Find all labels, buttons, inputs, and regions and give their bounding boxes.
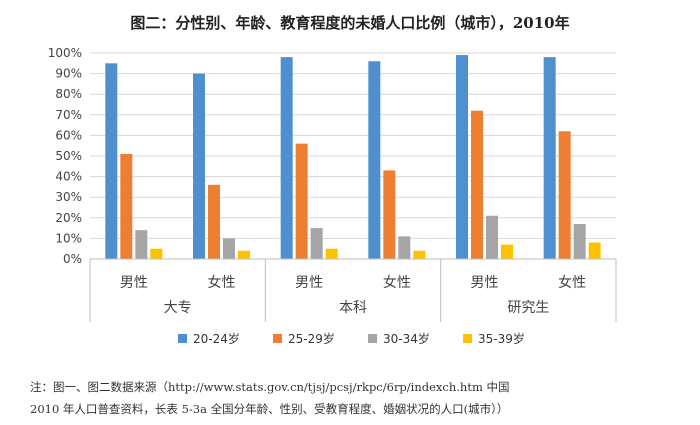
legend-swatch [273, 334, 282, 343]
y-tick-label: 80% [55, 87, 82, 101]
category-label: 女性 [208, 274, 236, 291]
category-label: 男性 [120, 275, 148, 291]
bar-30-34岁-1 [223, 238, 235, 259]
bar-30-34岁-0 [135, 230, 148, 259]
bar-25-29岁-1 [208, 184, 220, 259]
source-note: 注：图一、图二数据来源（http://www.stats.gov.cn/tjsj… [30, 380, 510, 416]
bar-25-29岁-2 [295, 143, 308, 259]
bar-chart: 0% 10% 20% 30% 40% 50% 60% 70% 80% 90% 100% 男性 女性 男性 女… [48, 46, 617, 346]
group-label: 本科 [339, 300, 367, 316]
bar-25-29岁-3 [383, 170, 396, 259]
bar-30-34岁-4 [486, 215, 498, 259]
bar-25-29岁-5 [558, 131, 571, 259]
bar-20-24岁-0 [105, 63, 118, 259]
bar-20-24岁-5 [543, 57, 556, 260]
bar-30-34岁-3 [398, 236, 411, 259]
bar-35-39岁-3 [413, 250, 426, 259]
bar-20-24岁-1 [193, 73, 205, 259]
y-tick-label: 0% [63, 252, 82, 266]
y-tick-label: 40% [55, 170, 82, 184]
bar-35-39岁-0 [150, 248, 163, 259]
legend-swatch [463, 334, 472, 343]
bar-30-34岁-2 [310, 228, 323, 259]
legend-label: 30-34岁 [383, 331, 430, 346]
y-tick-label: 30% [55, 190, 82, 204]
legend-label: 25-29岁 [288, 331, 335, 346]
y-tick-label: 20% [55, 211, 82, 225]
legend-label: 20-24岁 [193, 331, 240, 346]
group-label: 研究生 [507, 300, 549, 316]
category-label: 男性 [471, 275, 499, 291]
group-label: 大专 [164, 300, 192, 316]
y-tick-label: 70% [55, 108, 82, 122]
bar-35-39岁-4 [501, 244, 513, 259]
legend-label: 35-39岁 [478, 331, 525, 346]
bar-20-24岁-4 [456, 55, 468, 260]
y-tick-label: 100% [48, 46, 82, 60]
bar-35-39岁-2 [325, 248, 338, 259]
category-label: 女性 [383, 274, 411, 291]
bar-35-39岁-1 [238, 250, 250, 259]
y-tick-label: 90% [55, 67, 82, 81]
bar-20-24岁-3 [368, 61, 381, 259]
bar-35-39岁-5 [588, 242, 601, 259]
y-tick-label: 50% [55, 149, 82, 163]
chart-title: 图二：分性别、年龄、教育程度的未婚人口比例（城市），2010年 [130, 14, 570, 32]
bar-20-24岁-2 [280, 57, 293, 260]
y-tick-label: 10% [55, 231, 82, 245]
legend-swatch [368, 334, 377, 343]
bar-25-29岁-4 [471, 110, 483, 260]
category-label: 女性 [558, 274, 586, 291]
y-tick-label: 60% [55, 128, 82, 142]
bar-25-29岁-0 [120, 153, 133, 259]
category-label: 男性 [295, 275, 323, 291]
legend-swatch [178, 334, 187, 343]
bar-30-34岁-5 [573, 223, 586, 259]
